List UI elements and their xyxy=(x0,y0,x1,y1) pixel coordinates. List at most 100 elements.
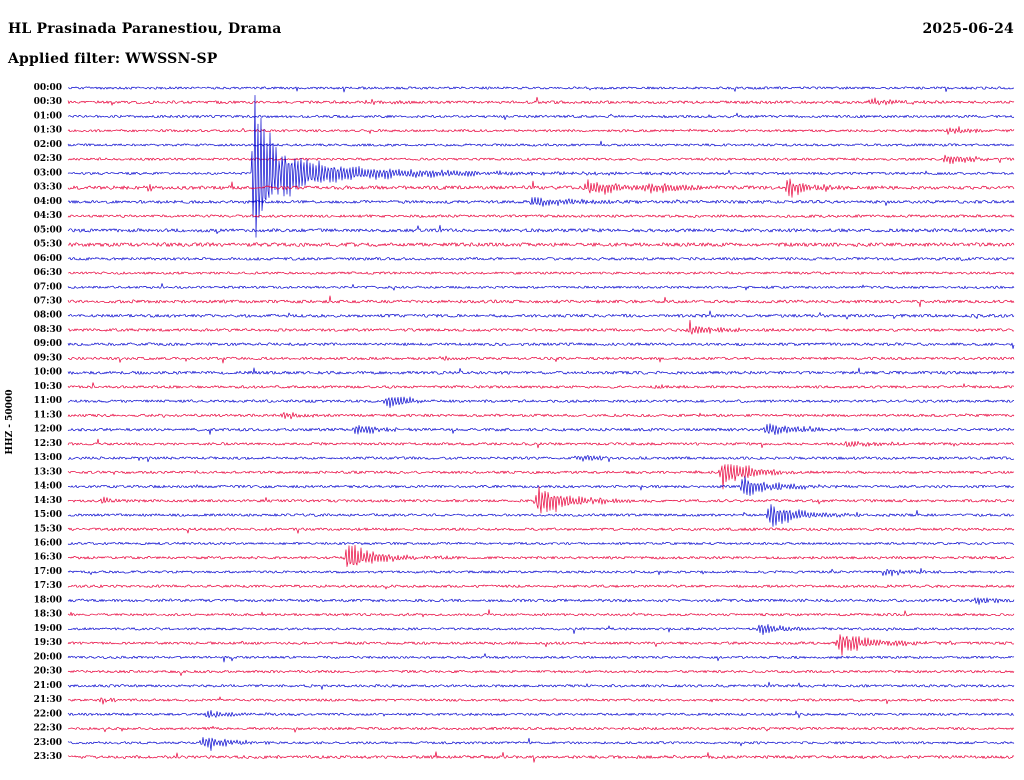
station-name: HL Prasinada Paranestiou, Drama xyxy=(8,21,282,37)
trace-row-13:00 xyxy=(68,455,1015,463)
trace-row-01:00 xyxy=(67,112,1015,121)
trace-row-03:00 xyxy=(67,94,1015,238)
time-label: 03:30 xyxy=(34,183,62,193)
time-label: 19:30 xyxy=(34,638,62,648)
time-label: 11:00 xyxy=(34,396,62,406)
filter-label: Applied filter: WWSSN-SP xyxy=(8,51,218,67)
time-label: 05:00 xyxy=(34,225,62,235)
time-label: 02:00 xyxy=(34,140,62,150)
time-label: 19:00 xyxy=(34,624,62,634)
time-label: 14:00 xyxy=(34,482,62,492)
time-label: 15:00 xyxy=(34,510,62,520)
trace-row-19:30 xyxy=(67,634,1015,656)
trace-row-02:00 xyxy=(67,140,1015,147)
trace-row-01:30 xyxy=(67,126,1015,135)
trace-row-06:00 xyxy=(67,257,1015,262)
trace-row-17:30 xyxy=(67,584,1015,590)
time-label: 05:30 xyxy=(34,240,62,250)
time-label: 01:30 xyxy=(34,126,62,136)
time-label: 10:00 xyxy=(34,368,62,378)
time-label: 17:00 xyxy=(34,567,62,577)
trace-row-05:00 xyxy=(67,224,1015,235)
trace-row-22:30 xyxy=(67,725,1015,733)
trace-row-11:00 xyxy=(67,396,1015,408)
time-label: 02:30 xyxy=(34,154,62,164)
trace-row-08:00 xyxy=(67,310,1015,320)
trace-row-12:00 xyxy=(67,423,1015,436)
trace-row-07:00 xyxy=(67,283,1015,291)
trace-row-14:00 xyxy=(68,476,1015,496)
time-label: 12:30 xyxy=(34,439,62,449)
time-label: 22:30 xyxy=(34,724,62,734)
time-label: 13:30 xyxy=(34,467,62,477)
channel-scale-label: HHZ - 50000 xyxy=(5,390,15,455)
trace-row-23:30 xyxy=(67,751,1015,763)
trace-row-16:30 xyxy=(68,544,1015,567)
time-label: 12:00 xyxy=(34,425,62,435)
trace-row-14:30 xyxy=(67,486,1015,514)
time-label: 21:00 xyxy=(34,681,62,691)
time-label: 09:30 xyxy=(34,353,62,363)
time-label: 09:00 xyxy=(34,339,62,349)
time-label: 14:30 xyxy=(34,496,62,506)
trace-row-00:00 xyxy=(67,86,1015,93)
trace-row-00:30 xyxy=(67,96,1015,106)
time-label: 23:30 xyxy=(34,752,62,762)
time-label: 15:30 xyxy=(34,524,62,534)
trace-row-15:30 xyxy=(67,527,1015,534)
trace-row-20:00 xyxy=(67,653,1015,663)
trace-row-23:00 xyxy=(67,737,1015,751)
time-label: 01:00 xyxy=(34,111,62,121)
trace-row-09:30 xyxy=(67,355,1015,364)
trace-row-04:00 xyxy=(67,196,1015,207)
time-label: 07:00 xyxy=(34,282,62,292)
trace-row-04:30 xyxy=(67,214,1015,218)
time-label: 04:30 xyxy=(34,211,62,221)
time-label: 03:00 xyxy=(34,168,62,178)
trace-row-10:30 xyxy=(67,382,1014,389)
time-label: 22:00 xyxy=(34,709,62,719)
trace-row-15:00 xyxy=(67,504,1015,527)
time-label: 16:00 xyxy=(34,538,62,548)
trace-row-19:00 xyxy=(67,624,1015,636)
time-label: 06:30 xyxy=(34,268,62,278)
trace-row-18:30 xyxy=(67,609,1015,618)
trace-row-03:30 xyxy=(67,178,1015,198)
time-label: 18:00 xyxy=(34,595,62,605)
trace-row-16:00 xyxy=(67,541,1015,546)
trace-row-09:00 xyxy=(67,342,1015,349)
time-label: 11:30 xyxy=(34,410,62,420)
trace-row-12:30 xyxy=(67,438,1015,449)
trace-row-11:30 xyxy=(67,412,1015,420)
trace-row-06:30 xyxy=(67,271,1015,275)
trace-row-21:30 xyxy=(67,696,1015,705)
trace-row-02:30 xyxy=(67,154,1015,165)
time-label: 18:30 xyxy=(34,610,62,620)
trace-row-18:00 xyxy=(67,597,1015,605)
trace-row-08:30 xyxy=(67,319,1015,335)
time-label: 16:30 xyxy=(34,553,62,563)
trace-row-05:30 xyxy=(67,242,1015,247)
time-label: 08:00 xyxy=(34,311,62,321)
time-label: 17:30 xyxy=(34,581,62,591)
time-label: 00:30 xyxy=(34,97,62,107)
time-label: 10:30 xyxy=(34,382,62,392)
time-label: 08:30 xyxy=(34,325,62,335)
record-date: 2025-06-24 xyxy=(922,21,1014,37)
trace-row-20:30 xyxy=(67,670,1015,676)
time-label: 20:00 xyxy=(34,652,62,662)
time-label: 00:00 xyxy=(34,83,62,93)
trace-row-22:00 xyxy=(67,710,1015,719)
trace-row-07:30 xyxy=(67,295,1015,308)
trace-row-10:00 xyxy=(67,367,1015,375)
time-label: 23:00 xyxy=(34,738,62,748)
time-label: 06:00 xyxy=(34,254,62,264)
time-label: 07:30 xyxy=(34,297,62,307)
time-label: 04:00 xyxy=(34,197,62,207)
trace-row-13:30 xyxy=(67,464,1015,490)
time-label: 13:00 xyxy=(34,453,62,463)
time-label: 21:30 xyxy=(34,695,62,705)
trace-row-21:00 xyxy=(67,681,1015,690)
